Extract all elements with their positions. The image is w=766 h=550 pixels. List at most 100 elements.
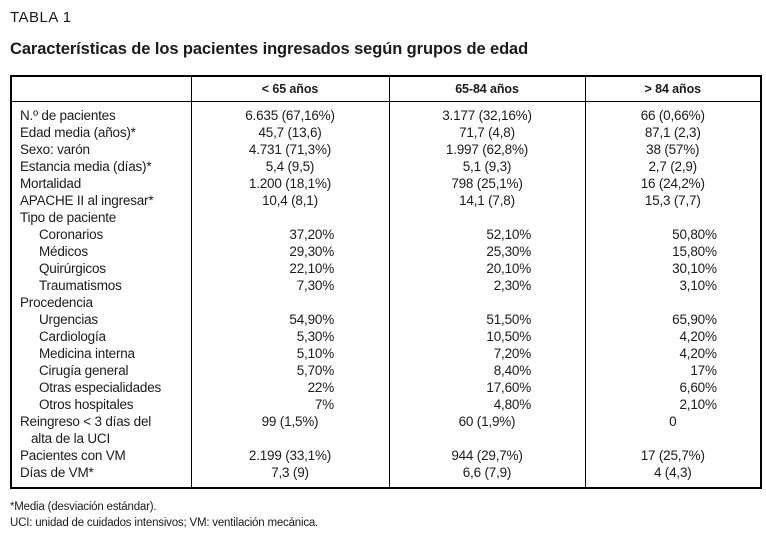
row-label: Otras especialidades (39, 380, 162, 395)
table-row: Procedencia (11, 294, 761, 311)
row-label: Pacientes con VM (20, 448, 126, 463)
row-label: Otros hospitales (39, 397, 134, 412)
cell-value: 6,6 (7,9) (388, 464, 585, 488)
table-row: APACHE II al ingresar* 10,4 (8,1) 14,1 (7,… (11, 192, 761, 209)
table-row: Otros hospitales 7% 4,80% 2,10% (11, 396, 761, 413)
cell-value: 37,20% (190, 226, 389, 243)
cell-value (388, 294, 585, 311)
cell-value: 4.731 (71,3%) (190, 141, 389, 158)
cell-value: 16 (24,2%) (584, 175, 761, 192)
cell-value: 17% (584, 362, 761, 379)
cell-value: 15,80% (584, 243, 761, 260)
table-header: < 65 años 65-84 años > 84 años (10, 75, 762, 102)
table-row: Medicina interna 5,10% 7,20% 4,20% (11, 345, 761, 362)
row-label: Urgencias (39, 312, 98, 327)
patients-by-age-table: < 65 años 65-84 años > 84 años N.º de pa… (10, 75, 762, 489)
table-row: Sexo: varón 4.731 (71,3%) 1.997 (62,8%) 38 … (11, 141, 761, 158)
cell-value (584, 209, 761, 226)
cell-value (190, 209, 389, 226)
cell-value: 51,50% (388, 311, 585, 328)
cell-value: 29,30% (190, 243, 389, 260)
footnote-asterisk: *Media (desviación estándar). (10, 501, 157, 513)
row-label: Sexo: varón (20, 142, 90, 157)
column-header-lt65: < 65 años (190, 75, 390, 102)
cell-value: 7,30% (190, 277, 389, 294)
cell-value: 1.200 (18,1%) (190, 175, 389, 192)
cell-value: 4 (4,3) (584, 464, 761, 488)
cell-value: 5,10% (190, 345, 389, 362)
cell-value: 4,20% (584, 328, 761, 345)
cell-value: 10,50% (388, 328, 585, 345)
cell-value: 5,1 (9,3) (388, 158, 585, 175)
cell-value: 10,4 (8,1) (190, 192, 389, 209)
cell-value: 0 (584, 413, 761, 447)
cell-value: 2.199 (33,1%) (190, 447, 389, 464)
table-body: N.º de pacientes 6.635 (67,16%) 3.177 (32,… (11, 101, 761, 488)
cell-value: 30,10% (584, 260, 761, 277)
row-label: Traumatismos (39, 278, 122, 293)
cell-value: 5,70% (190, 362, 389, 379)
row-label: Cardiología (39, 329, 106, 344)
table-row: Cirugía general 5,70% 8,40% 17% (11, 362, 761, 379)
row-label: Procedencia (20, 295, 93, 310)
cell-value: 2,7 (2,9) (584, 158, 761, 175)
cell-value: 66 (0,66%) (584, 101, 761, 124)
table-row: Tipo de paciente (11, 209, 761, 226)
cell-value (584, 294, 761, 311)
row-label-line2: alta de la UCI (31, 431, 110, 446)
cell-value: 3.177 (32,16%) (388, 101, 585, 124)
cell-value: 17,60% (388, 379, 585, 396)
column-header-65-84: 65-84 años (388, 75, 586, 102)
cell-value: 22% (190, 379, 389, 396)
row-label: Quirúrgicos (39, 261, 106, 276)
cell-value: 52,10% (388, 226, 585, 243)
table-row: Edad media (años)* 45,7 (13,6) 71,7 (4,8) 8… (11, 124, 761, 141)
cell-value: 14,1 (7,8) (388, 192, 585, 209)
table-row: Quirúrgicos 22,10% 20,10% 30,10% (11, 260, 761, 277)
row-label: Estancia media (días)* (20, 159, 152, 174)
cell-value: 8,40% (388, 362, 585, 379)
cell-value: 22,10% (190, 260, 389, 277)
row-label: Tipo de paciente (20, 210, 117, 225)
row-label: Mortalidad (20, 176, 82, 191)
column-header-stub (10, 75, 192, 102)
cell-value: 15,3 (7,7) (584, 192, 761, 209)
table-row: Urgencias 54,90% 51,50% 65,90% (11, 311, 761, 328)
table-label: TABLA 1 (10, 9, 72, 26)
cell-value: 38 (57%) (584, 141, 761, 158)
column-header-gt84: > 84 años (584, 75, 762, 102)
cell-value: 1.997 (62,8%) (388, 141, 585, 158)
footnote-abbreviations: UCI: unidad de cuidados intensivos; VM: … (10, 516, 319, 529)
row-label: Edad media (años)* (20, 125, 136, 140)
header-row: < 65 años 65-84 años > 84 años (10, 75, 762, 102)
cell-value: 6.635 (67,16%) (190, 101, 389, 124)
cell-value: 5,30% (190, 328, 389, 345)
table-caption: TABLA 1 Características de los pacientes… (0, 0, 766, 59)
cell-value: 54,90% (190, 311, 389, 328)
cell-value: 25,30% (388, 243, 585, 260)
table-row: Reingreso < 3 días del alta de la UCI 99 (… (11, 413, 761, 447)
row-label: APACHE II al ingresar* (20, 193, 154, 208)
row-label: Coronarios (39, 227, 104, 242)
row-label: Cirugía general (39, 363, 129, 378)
cell-value: 7% (190, 396, 389, 413)
cell-value: 4,80% (388, 396, 585, 413)
cell-value: 5,4 (9,5) (190, 158, 389, 175)
cell-value: 99 (1,5%) (190, 413, 389, 447)
table-row: Traumatismos 7,30% 2,30% 3,10% (11, 277, 761, 294)
cell-value: 944 (29,7%) (388, 447, 585, 464)
table-row: Pacientes con VM 2.199 (33,1%) 944 (29,7%)… (11, 447, 761, 464)
cell-value: 50,80% (584, 226, 761, 243)
cell-value: 798 (25,1%) (388, 175, 585, 192)
table-row: Estancia media (días)* 5,4 (9,5) 5,1 (9,3)… (11, 158, 761, 175)
row-label: N.º de pacientes (20, 108, 116, 123)
row-label: Reingreso < 3 días del alta de la UCI (11, 413, 191, 447)
cell-value: 4,20% (584, 345, 761, 362)
row-label: Días de VM* (20, 465, 94, 480)
cell-value: 87,1 (2,3) (584, 124, 761, 141)
cell-value: 6,60% (584, 379, 761, 396)
cell-value: 17 (25,7%) (584, 447, 761, 464)
table-row: Días de VM* 7,3 (9) 6,6 (7,9) 4 (4,3) (11, 464, 761, 488)
cell-value: 2,30% (388, 277, 585, 294)
